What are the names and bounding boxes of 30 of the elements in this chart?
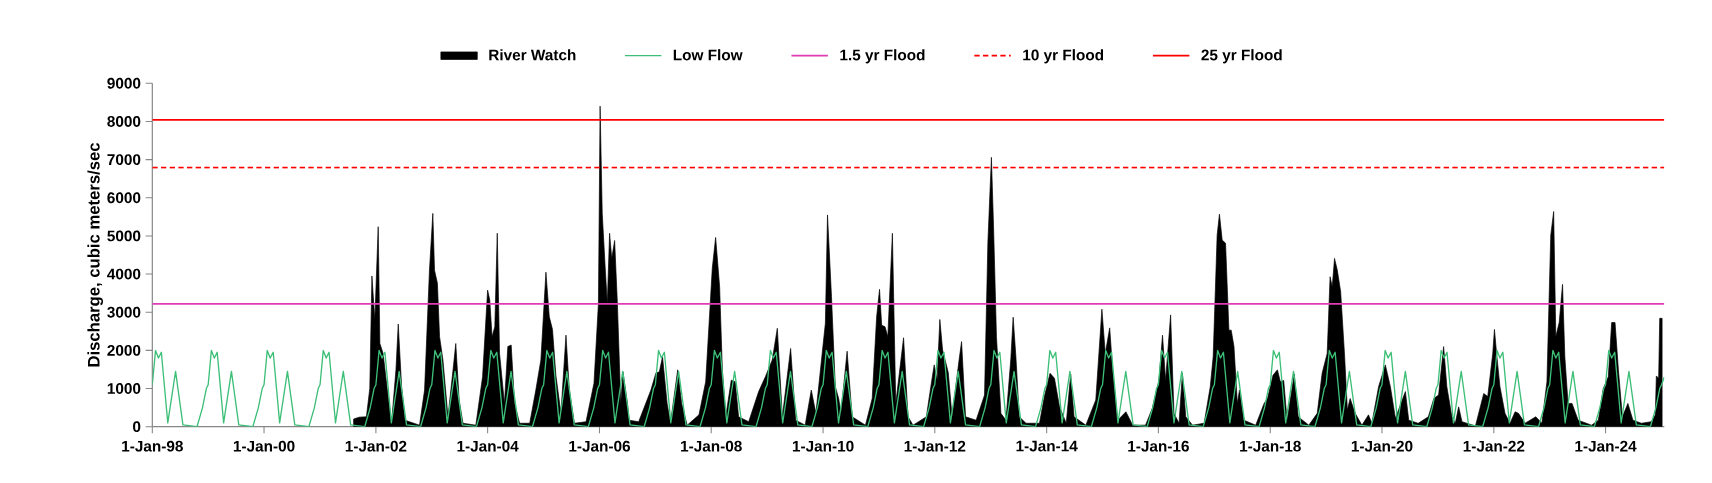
y-tick-label: 3000 bbox=[107, 306, 141, 318]
legend-label: Low Flow bbox=[673, 49, 743, 61]
y-tick-label: 6000 bbox=[107, 192, 141, 204]
legend-label: River Watch bbox=[489, 49, 576, 61]
y-tick-label: 7000 bbox=[107, 154, 141, 166]
y-axis-title: Discharge, cubic meters/sec bbox=[87, 142, 104, 367]
x-tick-label: 1-Jan-12 bbox=[904, 440, 966, 452]
y-tick-label: 2000 bbox=[107, 344, 141, 356]
y-tick-label: 5000 bbox=[107, 230, 141, 242]
legend-label: 1.5 yr Flood bbox=[840, 49, 925, 64]
x-tick-label: 1-Jan-16 bbox=[1128, 440, 1189, 452]
x-tick-label: 1-Jan-02 bbox=[345, 440, 407, 452]
x-tick-label: 1-Jan-22 bbox=[1463, 440, 1525, 452]
y-tick-label: 8000 bbox=[107, 116, 141, 127]
x-tick-label: 1-Jan-10 bbox=[792, 440, 854, 452]
x-tick-label: 1-Jan-20 bbox=[1351, 440, 1413, 452]
x-tick-label: 1-Jan-18 bbox=[1240, 440, 1301, 452]
y-tick-label: 4000 bbox=[107, 268, 141, 280]
x-tick-label: 1-Jan-14 bbox=[1016, 440, 1078, 452]
legend-label: 25 yr Flood bbox=[1201, 49, 1282, 64]
x-tick-label: 1-Jan-08 bbox=[681, 440, 742, 452]
x-tick-label: 1-Jan-06 bbox=[569, 440, 631, 452]
legend-label: 10 yr Flood bbox=[1023, 49, 1104, 64]
x-tick-label: 1-Jan-24 bbox=[1575, 440, 1637, 452]
y-tick-label: 1000 bbox=[107, 383, 141, 394]
y-tick-label: 9000 bbox=[107, 77, 141, 89]
x-tick-label: 1-Jan-04 bbox=[457, 440, 519, 452]
x-tick-label: 1-Jan-00 bbox=[233, 440, 295, 452]
y-tick-label: 0 bbox=[133, 421, 141, 433]
x-tick-label: 1-Jan-98 bbox=[122, 440, 183, 452]
